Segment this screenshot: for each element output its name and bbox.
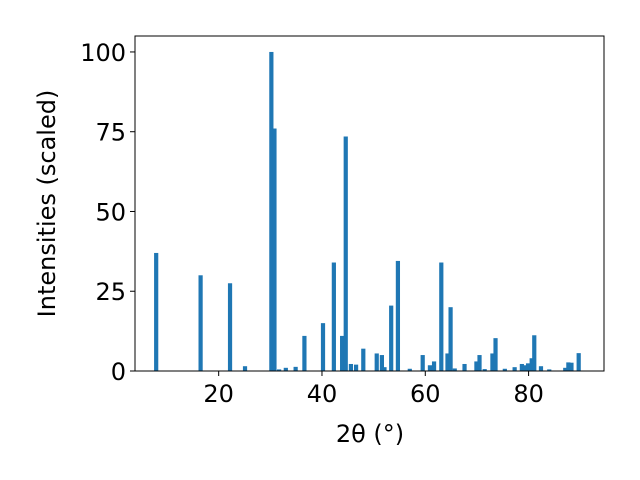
x-tick-label: 60	[410, 380, 441, 408]
bar	[519, 363, 524, 371]
bar	[474, 361, 479, 371]
bar	[302, 335, 307, 371]
bar	[569, 362, 574, 371]
bar	[439, 262, 444, 371]
bar	[389, 305, 394, 371]
bar	[269, 51, 274, 371]
bar	[532, 335, 537, 371]
bar	[493, 338, 498, 371]
y-tick-label: 25	[95, 278, 126, 306]
bar	[431, 361, 437, 371]
bar	[272, 128, 277, 371]
bar	[382, 367, 387, 371]
bar	[566, 362, 571, 371]
bar	[522, 365, 527, 371]
y-tick-label: 0	[111, 358, 126, 386]
y-tick-label: 100	[80, 39, 126, 67]
bar	[340, 335, 345, 371]
bar	[293, 366, 298, 371]
bar	[452, 368, 457, 371]
bar	[379, 355, 384, 371]
bar	[502, 368, 507, 371]
bar	[512, 367, 517, 371]
plot-frame	[134, 35, 605, 372]
bar	[427, 365, 433, 371]
bar	[462, 363, 467, 371]
y-tick-label: 75	[95, 119, 126, 147]
bar	[407, 368, 412, 371]
bar	[420, 355, 425, 371]
bar-series	[154, 51, 581, 371]
bar	[343, 136, 348, 371]
bar	[374, 353, 379, 371]
bar	[529, 358, 534, 371]
bar	[283, 367, 288, 371]
bar	[331, 262, 336, 371]
bar	[348, 363, 354, 371]
bar	[482, 369, 487, 371]
bar	[547, 369, 552, 371]
bar	[490, 353, 495, 371]
x-tick-label: 80	[513, 380, 544, 408]
bar	[576, 353, 581, 371]
bar	[448, 307, 453, 371]
y-axis: 0 25 50 75 100	[80, 39, 135, 386]
bar	[353, 364, 359, 371]
bar	[477, 355, 482, 371]
bar	[563, 367, 568, 371]
x-tick-label: 40	[307, 380, 338, 408]
x-axis: 20 40 60 80	[203, 371, 544, 408]
bar	[445, 353, 450, 371]
x-axis-label: 2θ (°)	[336, 420, 404, 448]
bar	[198, 275, 203, 371]
bar	[361, 348, 366, 371]
y-tick-label: 50	[95, 198, 126, 226]
bar	[277, 369, 282, 371]
bar	[242, 366, 248, 371]
bar	[154, 252, 159, 371]
bar	[538, 366, 544, 371]
y-axis-label: Intensities (scaled)	[33, 90, 61, 318]
x-tick-label: 20	[203, 380, 234, 408]
bar	[227, 283, 233, 371]
bar	[525, 363, 531, 371]
bar	[320, 323, 326, 371]
bar	[395, 260, 401, 371]
